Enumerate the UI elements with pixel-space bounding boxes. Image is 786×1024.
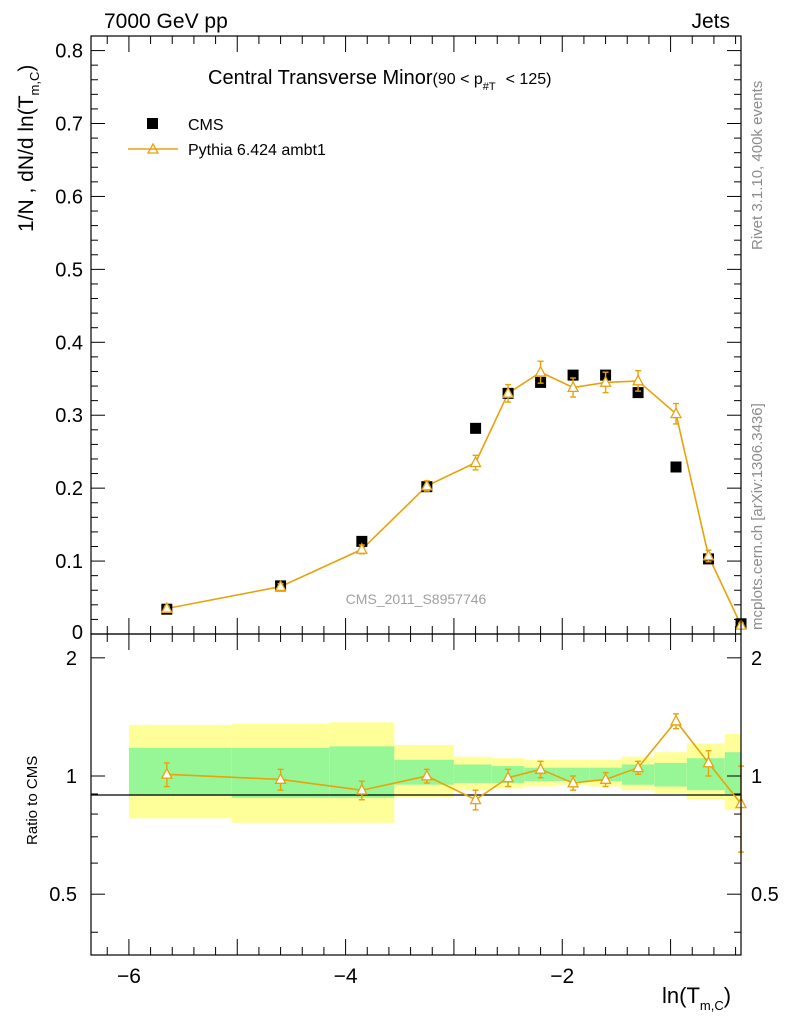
pythia-point	[469, 455, 482, 468]
ratio-axis-ticks: −6 −4 −2 0.5 0.5 1 1 2 2	[49, 634, 779, 988]
pythia-point	[160, 601, 173, 613]
legend-cms-marker	[147, 118, 158, 129]
ratio-y-tick-label-right: 0.5	[751, 884, 779, 906]
main-title-text: Central Transverse Minor	[208, 67, 433, 89]
ratio-pythia-point	[502, 770, 515, 783]
ratio-pythia-point	[702, 755, 715, 768]
main-y-tick-label: 0.2	[55, 478, 83, 500]
legend-cms-label: CMS	[188, 117, 224, 134]
pythia-point	[669, 406, 683, 419]
ratio-y-axis-label: Ratio to CMS	[24, 756, 41, 845]
x-tick-label: −6	[117, 965, 141, 988]
main-axis-ticks: 0.1 0.2 0.3 0.4 0.5 0.6 0.7 0.8 0	[55, 36, 741, 644]
cms-point	[670, 461, 682, 473]
ratio-y-tick-label: 1	[66, 766, 77, 788]
main-y-tick-label: 0.8	[55, 41, 83, 63]
ratio-inner-band	[128, 747, 232, 796]
pythia-point	[599, 375, 612, 387]
main-title: Central Transverse Minor(90 < p#T < 125)	[208, 67, 551, 93]
ratio-inner-band	[556, 767, 590, 782]
main-y-axis-label-subscript: m,C	[27, 72, 42, 96]
ratio-inner-band	[724, 752, 741, 794]
x-tick-label: −2	[550, 965, 574, 988]
ratio-pythia-point	[534, 762, 547, 774]
ratio-y-tick-label: 0.5	[49, 884, 77, 906]
cms-point	[567, 369, 579, 381]
mcplots-reference-label: mcplots.cern.ch [arXiv:1306.3436]	[749, 403, 766, 630]
main-title-range: (90 < p	[433, 71, 483, 88]
main-y-tick-label: 0.6	[55, 186, 83, 208]
main-y-tick-label: 0.5	[55, 259, 83, 281]
ratio-pythia-point	[274, 772, 287, 784]
analysis-watermark: CMS_2011_S8957746	[346, 591, 487, 607]
cms-point	[632, 387, 644, 399]
ratio-pythia-point	[632, 760, 645, 773]
main-y-tick-label: 0.4	[55, 332, 83, 354]
x-axis-label-subscript: m,C	[700, 998, 724, 1013]
ratio-pythia-point	[567, 776, 580, 788]
main-y-tick-label: 0.7	[55, 114, 83, 136]
ratio-y-tick-label-right: 2	[751, 648, 762, 670]
main-y-axis-label-text: 1/N , dN/d ln(T	[15, 95, 38, 232]
pythia-point	[420, 479, 433, 491]
main-y-axis-label-end: )	[15, 65, 38, 72]
x-axis-label-text: ln(T	[662, 983, 700, 1008]
x-axis-label-end: )	[724, 983, 731, 1008]
pythia-point	[567, 380, 580, 393]
main-title-range-end: < 125)	[506, 71, 552, 88]
x-tick-label: −4	[334, 965, 358, 988]
rivet-version-label: Rivet 3.1.10, 400k events	[749, 81, 766, 250]
ratio-frame	[90, 633, 742, 956]
legend-pythia-marker	[146, 142, 160, 154]
ratio-pythia-point	[420, 769, 433, 781]
ratio-pythia-point	[599, 772, 612, 784]
pythia-point	[534, 365, 547, 377]
x-axis-label: ln(Tm,C)	[662, 983, 731, 1013]
ratio-uncertainty-bands	[128, 722, 741, 823]
ratio-pythia-point	[160, 767, 173, 779]
header-process-label: Jets	[691, 10, 730, 33]
ratio-panel: −6 −4 −2 0.5 0.5 1 1 2 2 Ratio to CMS ln(Tm,C)	[24, 633, 779, 1013]
main-panel: 0.1 0.2 0.3 0.4 0.5 0.6 0.7 0.8 0 Central Transv…	[15, 35, 748, 644]
cms-point	[356, 535, 368, 547]
ratio-inner-band	[654, 762, 687, 787]
pythia-line	[166, 371, 742, 626]
pythia-point	[355, 542, 368, 554]
ratio-pythia-point	[669, 714, 683, 726]
cms-point	[470, 422, 482, 434]
ratio-inner-band	[453, 764, 492, 783]
main-title-subscript: #T	[483, 81, 496, 93]
ratio-pythia-point	[355, 783, 368, 795]
pythia-point	[502, 386, 515, 398]
main-y-axis-label: 1/N , dN/d ln(Tm,C)	[15, 65, 42, 232]
legend-pythia-label: Pythia 6.424 ambt1	[188, 142, 326, 159]
header-energy-label: 7000 GeV pp	[104, 10, 228, 33]
main-y-tick-label-zero: 0	[72, 622, 83, 644]
pythia-point	[274, 579, 287, 592]
legend: CMS Pythia 6.424 ambt1	[128, 117, 326, 159]
ratio-y-tick-label-right: 1	[751, 766, 762, 788]
ratio-y-tick-label: 2	[66, 648, 77, 670]
ratio-marks	[160, 713, 748, 853]
main-y-tick-label: 0.1	[55, 551, 83, 573]
main-y-tick-label: 0.3	[55, 405, 83, 427]
main-marks	[160, 360, 748, 630]
pythia-point	[702, 549, 715, 561]
pythia-point	[632, 374, 645, 386]
ratio-pythia-point	[469, 792, 482, 805]
